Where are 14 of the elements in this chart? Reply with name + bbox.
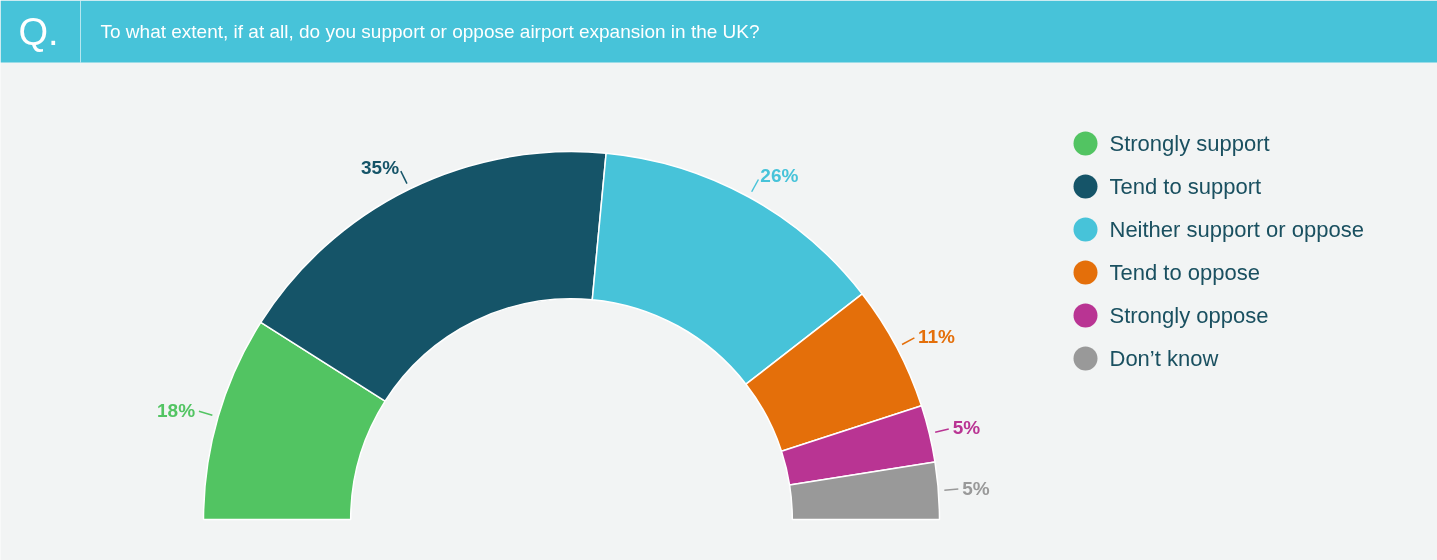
legend-label: Neither support or oppose <box>1109 217 1364 242</box>
data-label: 18% <box>157 399 196 421</box>
legend-label: Strongly support <box>1109 131 1270 156</box>
text: Q. <box>18 10 59 53</box>
legend-label: Strongly oppose <box>1109 303 1269 328</box>
data-label: 5% <box>952 417 981 439</box>
data-label: 26% <box>760 165 799 187</box>
legend-label: Tend to support <box>1109 174 1262 199</box>
legend-label: Tend to oppose <box>1109 260 1260 285</box>
legend-label: Don’t know <box>1109 346 1219 371</box>
data-label: 35% <box>361 156 400 178</box>
data-label: 5% <box>962 478 990 500</box>
data-label: 11% <box>917 325 956 347</box>
chart-title: To what extent, if at all, do you support or oppose airport expansion in the UK? <box>100 21 760 42</box>
